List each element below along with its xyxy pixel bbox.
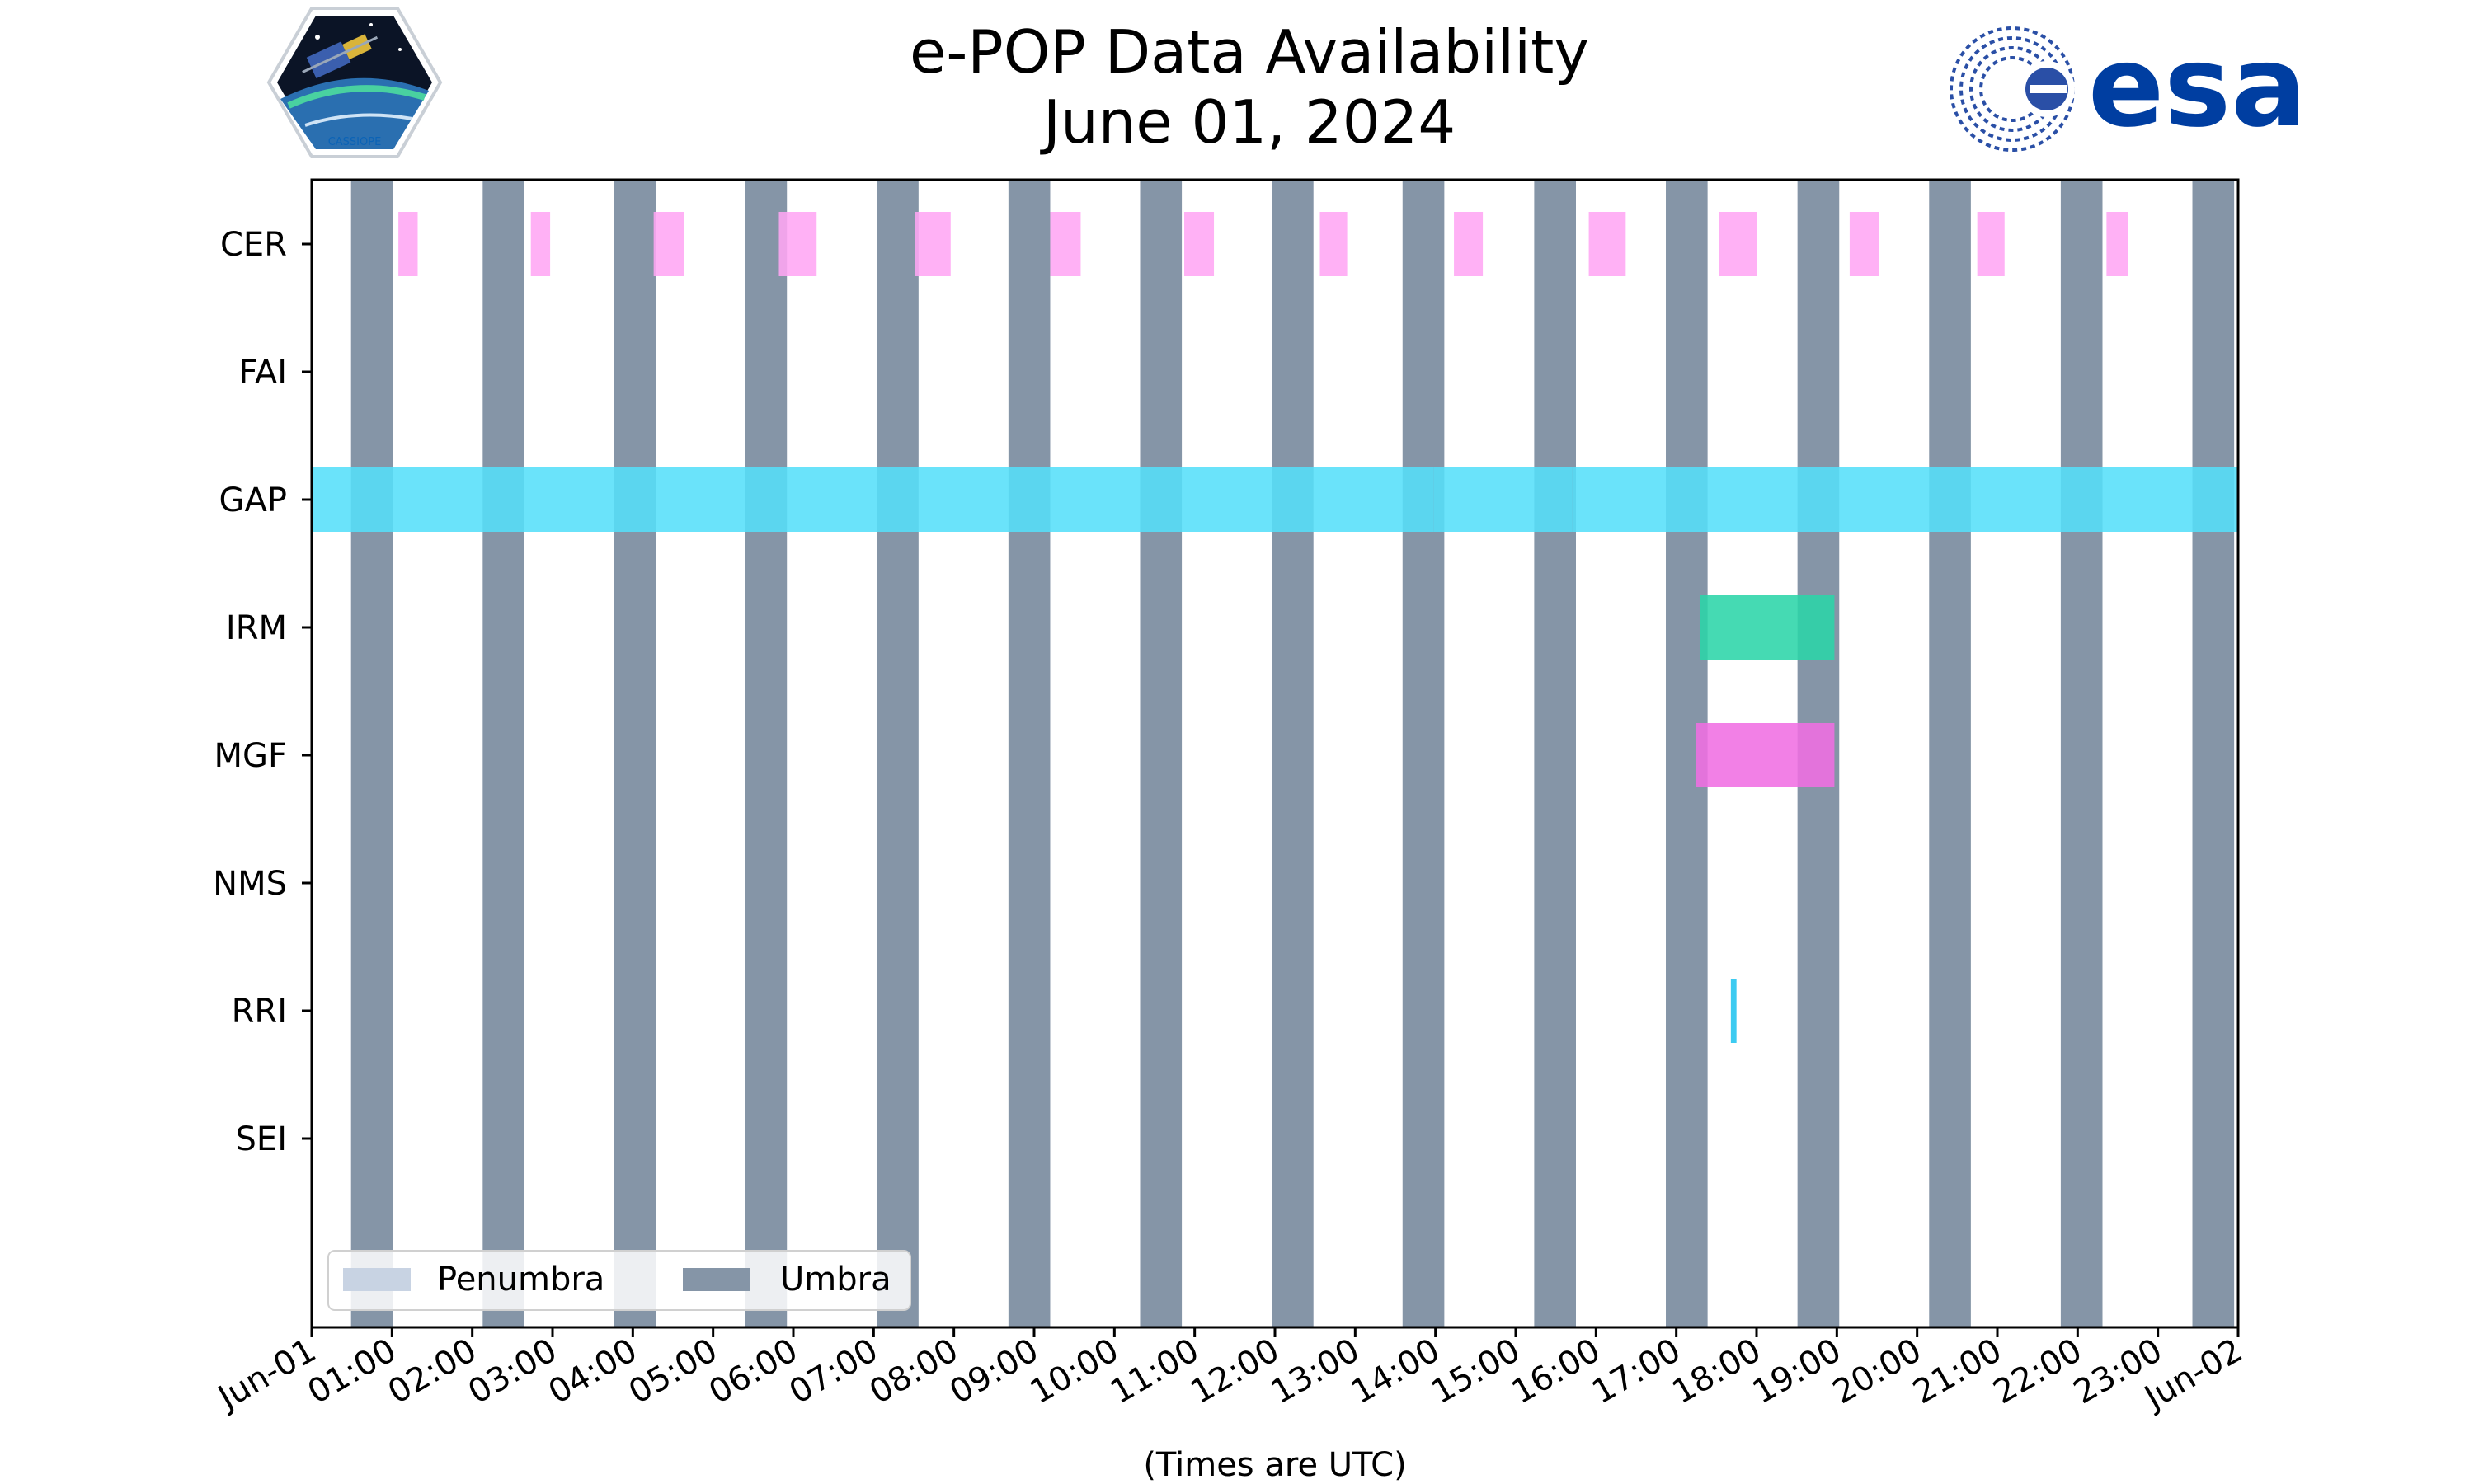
x-tick-label: 04:00	[542, 1331, 643, 1411]
availability-bar-cer	[778, 212, 817, 276]
x-tick-label: 09:00	[943, 1331, 1045, 1411]
availability-bar-gap	[312, 467, 1434, 532]
x-tick-label: 20:00	[1827, 1331, 1928, 1411]
y-tick-label-mgf: MGF	[214, 737, 287, 775]
umbra-band	[482, 180, 524, 1327]
y-tick-label-rri: RRI	[232, 993, 287, 1031]
umbra-band	[2060, 180, 2103, 1327]
legend: Penumbra Umbra	[327, 1250, 911, 1311]
umbra-band	[1534, 180, 1576, 1327]
x-tick-label: 05:00	[623, 1331, 724, 1411]
x-tick-label: 18:00	[1666, 1331, 1767, 1411]
legend-swatch-umbra	[683, 1268, 750, 1291]
x-tick-label: 08:00	[863, 1331, 965, 1411]
x-tick-label: 02:00	[382, 1331, 483, 1411]
availability-bar-cer	[530, 212, 551, 276]
legend-box	[327, 1250, 911, 1311]
x-tick-label: Jun-01	[210, 1331, 322, 1418]
availability-bar-cer	[653, 212, 684, 276]
umbra-band	[1272, 180, 1314, 1327]
umbra-band	[745, 180, 788, 1327]
legend-swatch-penumbra	[343, 1268, 411, 1291]
x-tick-label: 07:00	[783, 1331, 884, 1411]
x-tick-label: 03:00	[462, 1331, 563, 1411]
chart-title: e-POP Data Availability	[910, 17, 1589, 87]
umbra-band	[614, 180, 656, 1327]
x-tick-label: 15:00	[1425, 1331, 1526, 1411]
x-tick-label: 14:00	[1345, 1331, 1446, 1411]
legend-label-penumbra: Penumbra	[437, 1261, 604, 1298]
availability-bar-gap	[1433, 467, 1573, 532]
umbra-band	[1402, 180, 1445, 1327]
y-axis: CER FAI GAP IRM MGF NMS RRI SEI	[213, 226, 312, 1158]
x-tick-label: 10:00	[1023, 1331, 1125, 1411]
x-tick-label: 12:00	[1184, 1331, 1286, 1411]
availability-bar-cer	[1977, 212, 2005, 276]
x-tick-label: 11:00	[1104, 1331, 1206, 1411]
x-tick-label: 21:00	[1907, 1331, 2008, 1411]
availability-bar-cer	[398, 212, 418, 276]
availability-bar-cer	[1588, 212, 1626, 276]
availability-bar-cer	[1050, 212, 1081, 276]
availability-bar-cer	[1719, 212, 1757, 276]
y-tick-label-nms: NMS	[213, 865, 287, 903]
availability-bar-cer	[915, 212, 951, 276]
y-tick-label-fai: FAI	[239, 354, 288, 392]
availability-bar-irm	[1700, 595, 1835, 660]
umbra-band	[1140, 180, 1183, 1327]
x-axis: Jun-0101:0002:0003:0004:0005:0006:0007:0…	[210, 1327, 2249, 1418]
availability-bar-cer	[1184, 212, 1215, 276]
availability-bar-cer	[1454, 212, 1484, 276]
x-axis-label: (Times are UTC)	[1143, 1446, 1406, 1484]
legend-label-umbra: Umbra	[780, 1261, 891, 1298]
umbra-band	[350, 180, 393, 1327]
availability-bar-cer	[2106, 212, 2128, 276]
availability-bar-cer	[1319, 212, 1348, 276]
plot-area: CER FAI GAP IRM MGF NMS RRI SEI Jun-0101:0002:0…	[210, 178, 2249, 1418]
y-tick-label-cer: CER	[220, 226, 287, 264]
cassiope-logo-text: CASSIOPE	[328, 136, 382, 148]
umbra-layer	[350, 180, 2235, 1327]
data-layer	[312, 212, 2238, 1043]
x-tick-label: 22:00	[1987, 1331, 2088, 1411]
availability-bar-cer	[1849, 212, 1879, 276]
availability-bar-gap	[1572, 467, 2238, 532]
x-tick-label: 17:00	[1586, 1331, 1687, 1411]
y-tick-label-sei: SEI	[236, 1120, 287, 1158]
esa-wordmark: esa	[2088, 22, 2307, 153]
esa-swirl-icon	[1950, 26, 2075, 152]
esa-logo: esa	[1950, 22, 2307, 153]
umbra-band	[1929, 180, 1971, 1327]
y-tick-label-irm: IRM	[226, 609, 287, 647]
x-tick-label: 01:00	[301, 1331, 402, 1411]
x-tick-label: 19:00	[1746, 1331, 1847, 1411]
cassiope-mission-logo: CASSIOPE	[266, 7, 443, 158]
availability-bar-mgf	[1696, 723, 1835, 787]
availability-bar-rri	[1730, 979, 1737, 1043]
x-tick-label: 16:00	[1505, 1331, 1606, 1411]
chart-subtitle: June 01, 2024	[1040, 87, 1456, 157]
umbra-band	[1008, 180, 1051, 1327]
umbra-band	[2192, 180, 2235, 1327]
umbra-band	[877, 180, 919, 1327]
y-tick-label-gap: GAP	[219, 481, 287, 519]
x-tick-label: 13:00	[1264, 1331, 1366, 1411]
x-tick-label: 06:00	[703, 1331, 804, 1411]
